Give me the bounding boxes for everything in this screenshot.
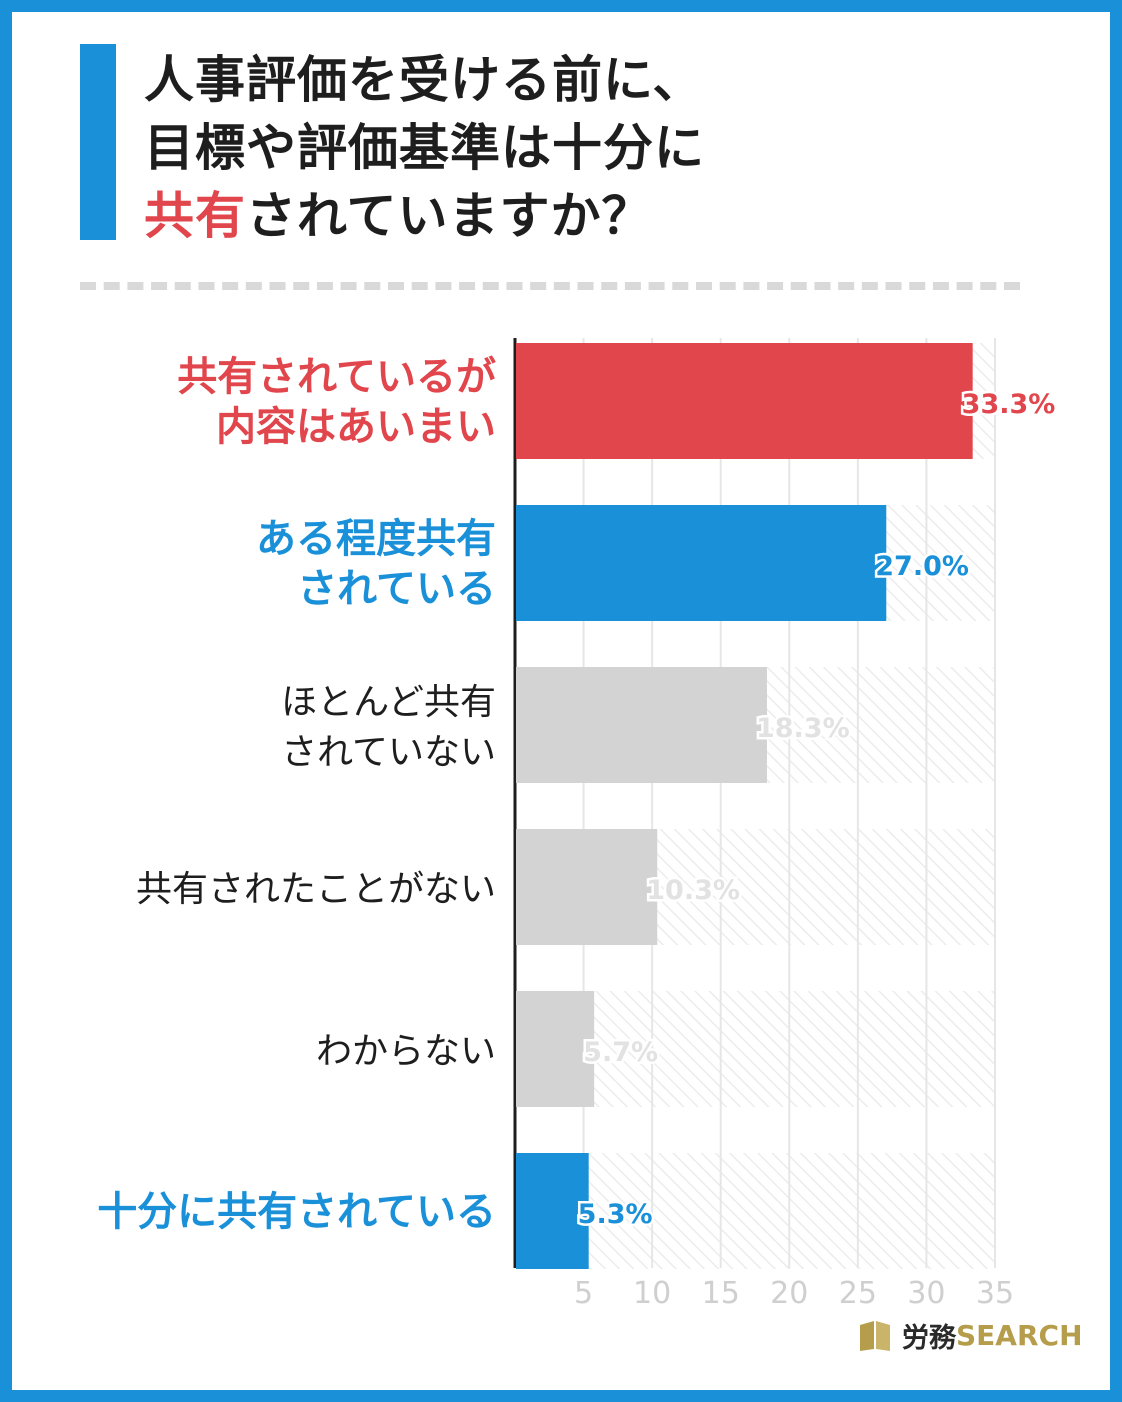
logo-text-jp: 労務 (902, 1323, 956, 1354)
category-label: されている (297, 566, 496, 612)
x-tick-label: 30 (907, 1276, 945, 1311)
category-label: 共有されたことがない (136, 869, 496, 910)
category-label: わからない (316, 1031, 496, 1072)
dashed-divider (80, 282, 1020, 290)
title-line-1: 人事評価を受ける前に、 (144, 51, 704, 109)
bar (516, 343, 973, 459)
category-label: 十分に共有されている (97, 1189, 496, 1235)
x-tick-label: 15 (702, 1276, 740, 1311)
title-line-3: 共有されていますか？ (144, 182, 705, 250)
bar (516, 991, 595, 1107)
value-label: 10.3% (646, 875, 740, 906)
title-line-3-rest: されていますか？ (246, 187, 653, 245)
chart-title: 人事評価を受ける前に、 目標や評価基準は十分に 共有されていますか？ (144, 46, 705, 250)
value-label: 18.3% (756, 713, 850, 744)
bar (516, 1153, 589, 1269)
title-accent-bar (80, 44, 116, 240)
row-background (515, 991, 995, 1107)
title-accent-word: 共有 (144, 187, 246, 245)
value-label: 5.3% (578, 1199, 653, 1230)
value-label: 33.3% (962, 389, 1056, 420)
category-label: ある程度共有 (256, 516, 496, 562)
bar (516, 667, 767, 783)
category-label: ほとんど共有 (281, 682, 496, 723)
logo-text-en: SEARCH (956, 1319, 1083, 1352)
title-line-2: 目標や評価基準は十分に (144, 119, 705, 177)
x-tick-label: 35 (976, 1276, 1014, 1311)
category-label: 共有されているが (177, 354, 496, 400)
value-label: 5.7% (583, 1037, 658, 1068)
category-label: されていない (281, 732, 496, 773)
category-label: 内容はあいまい (216, 404, 496, 450)
book-icon (860, 1320, 890, 1351)
value-label: 27.0% (875, 551, 969, 582)
bar (516, 829, 658, 945)
bar (516, 505, 887, 621)
x-tick-label: 25 (839, 1276, 877, 1311)
row-background (515, 1153, 995, 1269)
brand-logo: 労務 SEARCH (858, 1316, 1083, 1355)
x-tick-label: 20 (770, 1276, 808, 1311)
x-tick-label: 10 (633, 1276, 671, 1311)
x-tick-label: 5 (574, 1276, 593, 1311)
